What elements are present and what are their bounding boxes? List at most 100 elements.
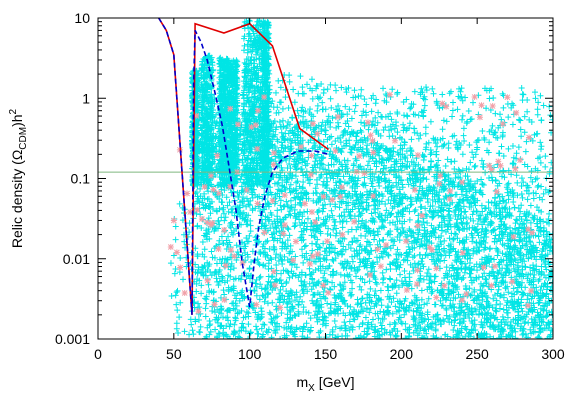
- cyan-scan-point: [511, 204, 518, 211]
- cyan-scan-point: [485, 174, 492, 181]
- cyan-scan-point: [519, 220, 526, 227]
- cyan-scan-point: [320, 86, 327, 93]
- cyan-scan-point: [245, 321, 252, 328]
- cyan-scan-point: [411, 208, 418, 215]
- cyan-scan-point: [320, 138, 327, 145]
- cyan-scan-point: [393, 333, 400, 339]
- cyan-scan-point: [540, 190, 547, 197]
- cyan-scan-point: [429, 85, 436, 92]
- cyan-scan-point: [340, 265, 347, 272]
- cyan-scan-point: [365, 126, 372, 133]
- cyan-scan-point: [324, 230, 331, 237]
- cyan-scan-point: [543, 219, 550, 226]
- cyan-scan-point: [300, 90, 307, 97]
- cyan-scan-point: [406, 120, 413, 127]
- cyan-scan-point: [235, 193, 242, 200]
- cyan-scan-point: [207, 321, 214, 328]
- cyan-scan-point: [427, 118, 434, 125]
- cyan-scan-point: [216, 256, 223, 263]
- cyan-scan-point: [490, 268, 497, 275]
- cyan-scan-point: [258, 325, 265, 332]
- cyan-scan-point: [286, 232, 293, 239]
- cyan-scan-point: [470, 99, 477, 106]
- cyan-scan-point: [503, 225, 510, 232]
- cyan-scan-point: [527, 219, 534, 226]
- cyan-scan-point: [302, 242, 309, 249]
- cyan-scan-point: [521, 129, 528, 136]
- cyan-scan-point: [309, 247, 316, 254]
- cyan-scan-point: [423, 176, 430, 183]
- cyan-scan-point: [356, 283, 363, 290]
- cyan-scan-point: [291, 99, 298, 106]
- cyan-scan-point: [377, 287, 384, 294]
- cyan-scan-point: [532, 176, 539, 183]
- cyan-scan-point: [333, 270, 340, 277]
- cyan-scan-point: [522, 148, 529, 155]
- cyan-scan-point: [377, 319, 384, 326]
- cyan-scan-point: [498, 143, 505, 150]
- cyan-scan-point: [427, 151, 434, 158]
- cyan-scan-point: [299, 84, 306, 91]
- cyan-scan-point: [443, 264, 450, 271]
- cyan-scan-point: [396, 237, 403, 244]
- cyan-scan-point: [534, 204, 541, 211]
- cyan-scan-point: [378, 302, 385, 309]
- cyan-scan-point: [451, 165, 458, 172]
- cyan-scan-point: [471, 163, 478, 170]
- cyan-scan-point: [198, 225, 205, 232]
- cyan-scan-point: [286, 274, 293, 281]
- cyan-scan-point: [259, 334, 266, 339]
- cyan-scan-point: [279, 105, 286, 112]
- cyan-scan-point: [231, 212, 238, 219]
- cyan-scan-point: [489, 122, 496, 129]
- cyan-scan-point: [445, 171, 452, 178]
- cyan-scan-point: [459, 112, 466, 119]
- cyan-scan-point: [274, 104, 281, 111]
- cyan-scan-point: [499, 250, 506, 257]
- cyan-scan-point: [384, 283, 391, 290]
- cyan-scan-point: [375, 109, 382, 116]
- cyan-scan-point: [513, 216, 520, 223]
- cyan-scan-point: [356, 263, 363, 270]
- cyan-scan-point: [221, 217, 228, 224]
- cyan-scan-point: [422, 205, 429, 212]
- cyan-scan-point: [373, 280, 380, 287]
- cyan-scan-point: [379, 276, 386, 283]
- cyan-scan-point: [538, 183, 545, 190]
- cyan-scan-point: [236, 297, 243, 304]
- cyan-scan-point: [202, 305, 209, 312]
- cyan-scan-point: [371, 236, 378, 243]
- cyan-scan-point: [337, 139, 344, 146]
- cyan-scan-point: [546, 210, 553, 217]
- cyan-scan-point: [538, 117, 545, 124]
- cyan-scan-point: [406, 216, 413, 223]
- cyan-scan-point: [299, 231, 306, 238]
- cyan-scan-point: [304, 208, 311, 215]
- cyan-scan-point: [535, 99, 542, 106]
- cyan-scan-point: [529, 178, 536, 185]
- cyan-scan-point: [342, 103, 349, 110]
- cyan-scan-point: [341, 279, 348, 286]
- cyan-scan-point: [518, 175, 525, 182]
- cyan-scan-point: [312, 158, 319, 165]
- cyan-scan-point: [519, 308, 526, 315]
- cyan-scan-point: [277, 197, 284, 204]
- cyan-scan-point: [415, 112, 422, 119]
- cyan-scan-point: [518, 133, 525, 140]
- cyan-scan-point: [266, 309, 273, 316]
- cyan-scan-point: [309, 240, 316, 247]
- cyan-scan-point: [449, 107, 456, 114]
- cyan-scan-point: [276, 290, 283, 297]
- cyan-scan-point: [282, 94, 289, 101]
- cyan-scan-point: [425, 295, 432, 302]
- cyan-scan-point: [318, 123, 325, 130]
- cyan-scan-point: [458, 85, 465, 92]
- cyan-scan-point: [350, 162, 357, 169]
- cyan-scan-point: [394, 89, 401, 96]
- cyan-scan-point: [331, 318, 338, 325]
- cyan-scan-point: [275, 179, 282, 186]
- cyan-scan-point: [468, 115, 475, 122]
- cyan-scan-point: [517, 126, 524, 133]
- cyan-scan-point: [206, 318, 213, 324]
